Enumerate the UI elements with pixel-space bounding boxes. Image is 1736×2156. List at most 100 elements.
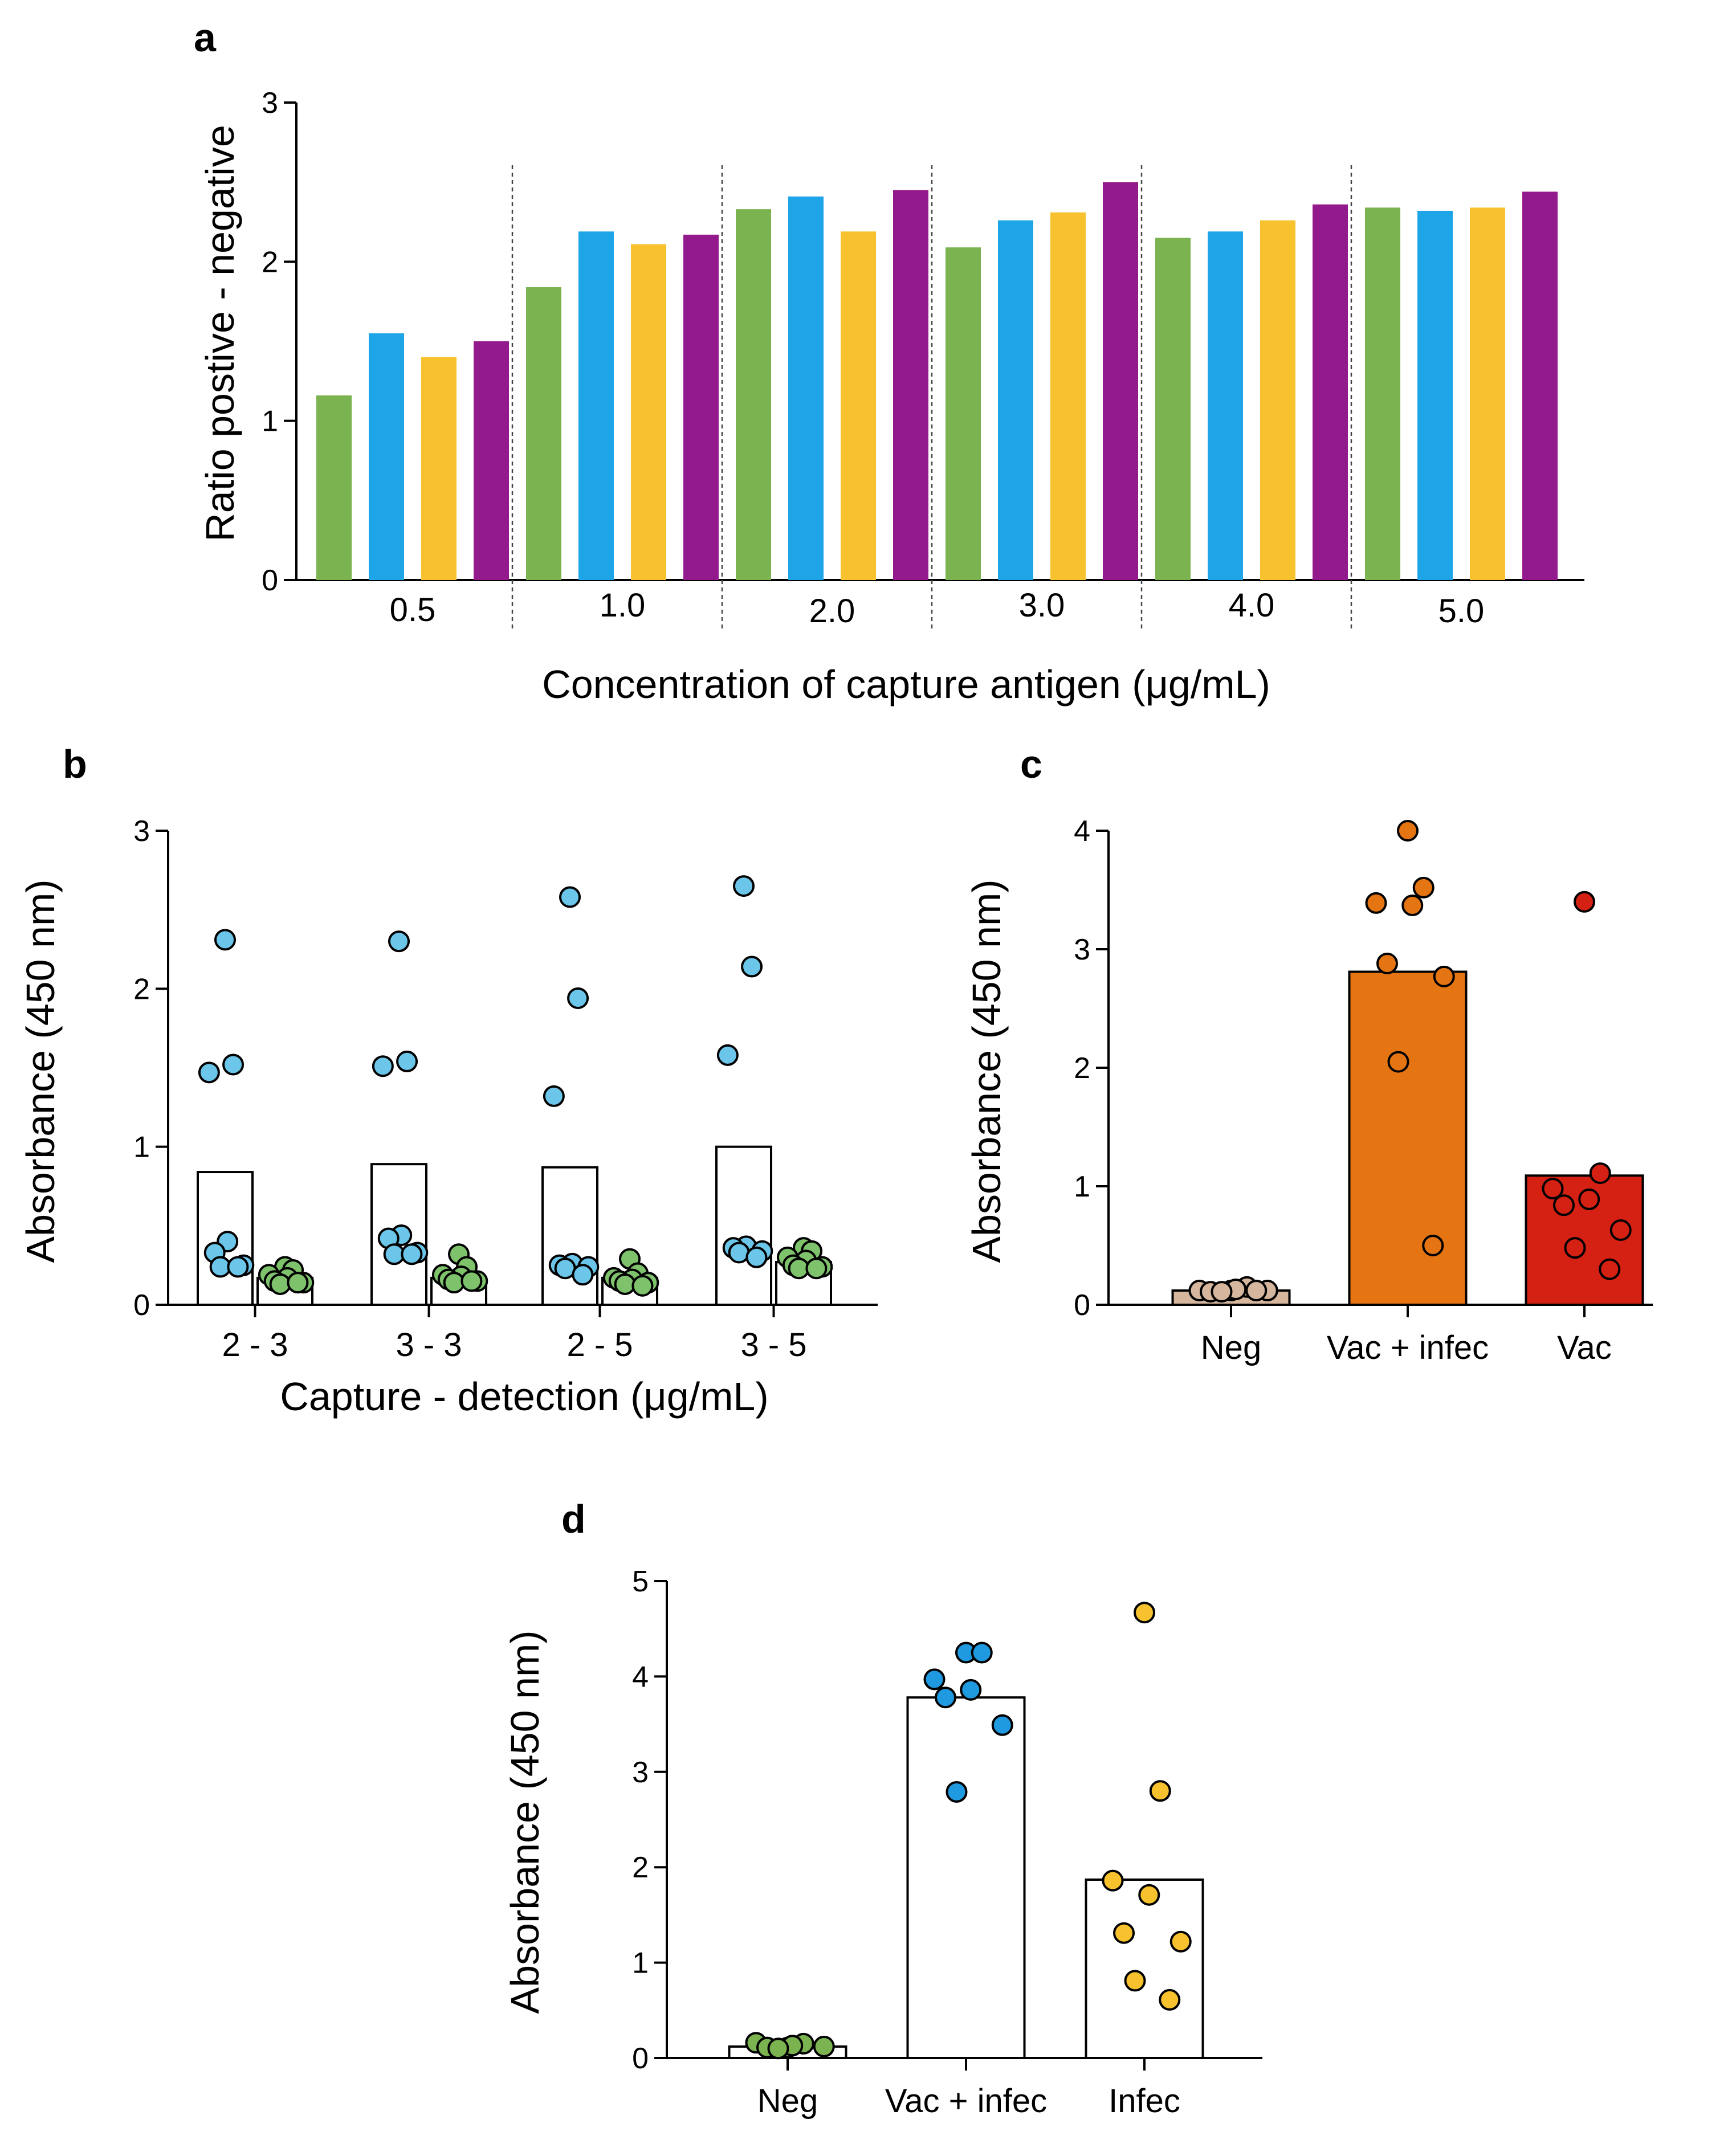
data-point [1387, 1051, 1409, 1073]
y-tick-label: 5 [632, 1565, 649, 1598]
data-point [543, 1085, 565, 1107]
y-tick-label: 3 [1074, 933, 1090, 966]
x-category-label: Vac + infec [885, 2082, 1047, 2120]
bar-green-0.5 [316, 395, 352, 580]
panel-letter-a: a [194, 15, 217, 60]
bar-blue-4.0 [1208, 231, 1243, 580]
bar-yellow-1.0 [631, 244, 666, 580]
data-point [1589, 1162, 1611, 1185]
data-point [946, 1781, 968, 1803]
bar-blue-5.0 [1417, 210, 1453, 580]
x-category-label: 3 - 3 [396, 1326, 462, 1363]
data-point [1578, 1188, 1600, 1210]
data-point [198, 1061, 220, 1084]
x-category-label: 5.0 [1438, 593, 1485, 630]
data-point [1564, 1237, 1586, 1259]
data-point [991, 1714, 1013, 1736]
data-point [1113, 1922, 1135, 1944]
x-category-label: 1.0 [600, 587, 646, 624]
data-point [1553, 1194, 1575, 1216]
data-point [741, 956, 763, 978]
bar-blue-1.0 [578, 231, 614, 580]
panel-b-chart: 0 1 2 3 2 - 3 3 - 3 2 - 5 3 - 5 Absorbance (45… [18, 815, 878, 1419]
panel-b-y-axis-title: Absorbance (450 nm) [18, 879, 63, 1263]
mean-bar-3 - 5 [715, 1145, 772, 1306]
data-point [631, 1275, 654, 1297]
data-point [372, 1055, 394, 1077]
data-point [1149, 1780, 1171, 1802]
bar-blue-0.5 [369, 333, 404, 580]
y-tick-label: 4 [1074, 815, 1090, 848]
bar-purple-5.0 [1522, 191, 1558, 581]
data-point [1245, 1280, 1268, 1302]
panel-a-y-axis-title: Ratio postive - negative [198, 125, 242, 542]
y-tick-label: 2 [632, 1851, 649, 1884]
panel-a-x-axis-title: Concentration of capture antigen (μg/mL) [542, 662, 1270, 707]
data-point [1609, 1219, 1632, 1241]
data-point [1401, 895, 1424, 917]
panel-c-chart: 0 1 2 3 4 Neg Vac + infec Vac Absorbance (450 … [964, 815, 1653, 1366]
data-point [1412, 876, 1435, 899]
y-tick-label: 3 [262, 87, 278, 120]
panel-c-y-axis-title: Absorbance (450 nm) [964, 879, 1009, 1263]
data-point [388, 930, 410, 953]
panel-d-y-axis-title: Absorbance (450 nm) [503, 1630, 547, 2014]
data-point [1102, 1869, 1124, 1892]
y-tick-label: 0 [1074, 1289, 1090, 1322]
data-point [227, 1256, 249, 1278]
panel-c-marks: Neg Vac + infec Vac [1171, 820, 1644, 1366]
y-tick-label: 3 [133, 815, 150, 848]
panel-letter-d: d [561, 1497, 586, 1541]
x-category-label: Vac + infec [1327, 1329, 1489, 1366]
x-category-label: 3.0 [1019, 587, 1065, 624]
bar-purple-3.0 [1103, 182, 1138, 581]
data-point [1422, 1235, 1444, 1256]
data-point [461, 1270, 483, 1292]
y-tick-label: 1 [133, 1131, 150, 1164]
y-tick-label: 2 [133, 973, 150, 1006]
data-point [716, 1044, 739, 1066]
x-category-label: 4.0 [1229, 587, 1275, 624]
data-point [572, 1264, 594, 1286]
data-point [733, 875, 755, 897]
y-tick-label: 4 [632, 1660, 649, 1693]
panel-d-chart: 0 1 2 3 4 5 Neg Vac + infec Infec Absorbance (4… [503, 1565, 1262, 2120]
bar-purple-2.0 [893, 190, 928, 581]
x-category-label: 2 - 3 [222, 1326, 288, 1363]
data-point [1169, 1930, 1192, 1953]
y-tick-label: 3 [632, 1756, 649, 1789]
bar-green-1.0 [526, 287, 561, 580]
data-point [1365, 892, 1387, 914]
data-point [971, 1642, 993, 1664]
data-point [923, 1668, 946, 1690]
data-point [767, 2037, 789, 2060]
mean-bar-Infec [1085, 1878, 1204, 2059]
data-point [1599, 1258, 1621, 1280]
panel-a-chart: 0 1 2 3 0.5 1.0 2.0 3.0 4.0 5.0 Ratio postive - … [198, 87, 1584, 707]
bar-yellow-2.0 [841, 231, 876, 580]
y-tick-label: 2 [262, 246, 278, 279]
x-category-label: Neg [1201, 1329, 1261, 1366]
bar-purple-4.0 [1313, 204, 1348, 581]
x-category-label: Neg [757, 2082, 818, 2120]
y-tick-label: 1 [262, 405, 278, 438]
data-point [960, 1679, 982, 1701]
bar-blue-3.0 [998, 220, 1033, 580]
data-point [935, 1687, 956, 1709]
y-tick-label: 0 [632, 2042, 649, 2075]
bar-purple-0.5 [474, 341, 509, 580]
data-point [567, 987, 589, 1009]
data-point [813, 2035, 835, 2057]
y-tick-label: 0 [262, 564, 278, 597]
data-point [1124, 1970, 1146, 1992]
data-point [1211, 1281, 1233, 1303]
data-point [1542, 1178, 1564, 1200]
panel-letter-b: b [63, 742, 87, 786]
y-tick-label: 1 [632, 1947, 649, 1980]
bar-green-2.0 [736, 209, 771, 580]
x-category-label: 2.0 [809, 593, 855, 630]
bar-blue-2.0 [788, 196, 824, 581]
bar-yellow-3.0 [1050, 212, 1086, 580]
data-point [559, 886, 581, 908]
data-point [614, 1273, 636, 1295]
